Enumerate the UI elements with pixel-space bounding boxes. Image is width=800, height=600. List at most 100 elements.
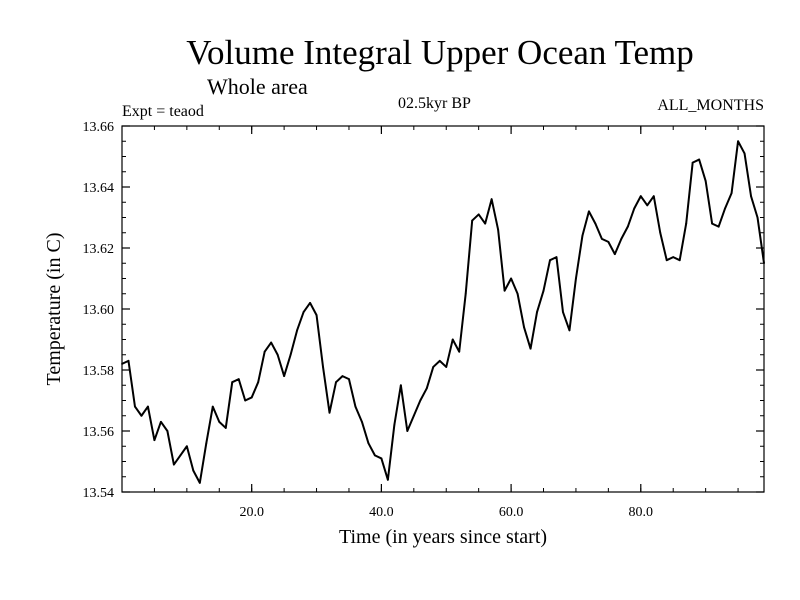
data-point — [386, 478, 389, 481]
data-point — [445, 366, 448, 368]
data-point — [328, 411, 331, 414]
data-point — [477, 213, 480, 216]
data-point — [607, 241, 610, 243]
data-point — [322, 366, 324, 368]
data-point — [562, 311, 564, 313]
data-point — [613, 253, 616, 256]
data-point — [568, 329, 571, 332]
experiment-label: Expt = teaod — [122, 103, 204, 120]
data-point — [121, 363, 123, 365]
y-tick-label: 13.66 — [83, 120, 115, 135]
data-point — [276, 353, 279, 356]
data-point — [464, 292, 467, 295]
data-point — [367, 442, 370, 445]
data-point — [231, 381, 234, 384]
data-point — [237, 378, 240, 381]
data-series-line — [121, 140, 765, 484]
y-axis-label: Temperature (in C) — [43, 233, 65, 386]
data-point — [302, 311, 305, 313]
data-point — [743, 152, 746, 155]
data-point — [315, 314, 318, 316]
data-point — [211, 405, 214, 408]
data-point — [438, 359, 441, 362]
data-point — [399, 384, 402, 387]
data-point — [140, 414, 143, 417]
y-tick-label: 13.64 — [83, 181, 115, 196]
data-point — [659, 231, 662, 234]
y-tick-label: 13.58 — [83, 364, 115, 379]
x-tick-labels: 20.0 40.0 60.0 80.0 — [239, 505, 653, 520]
data-point — [555, 256, 558, 259]
data-point — [600, 237, 603, 240]
data-point — [691, 161, 694, 164]
data-point — [296, 329, 298, 332]
data-point — [717, 225, 720, 228]
data-point — [510, 277, 512, 280]
data-point — [153, 439, 156, 442]
data-point — [626, 225, 629, 228]
data-point — [425, 387, 428, 390]
data-point — [147, 405, 149, 408]
y-tick-label: 13.62 — [83, 242, 115, 257]
data-point — [283, 375, 286, 377]
data-point — [536, 311, 538, 313]
data-point — [393, 424, 396, 426]
data-point — [250, 396, 253, 399]
data-point — [270, 341, 273, 344]
data-point — [224, 427, 227, 429]
data-point — [263, 350, 266, 353]
data-point — [419, 399, 422, 402]
data-point — [205, 442, 208, 445]
data-point — [335, 381, 337, 384]
data-point — [166, 430, 169, 432]
data-point — [127, 359, 130, 362]
data-point — [588, 210, 590, 213]
data-points — [121, 140, 765, 484]
data-point — [218, 420, 221, 423]
data-point — [665, 259, 668, 262]
data-point — [361, 420, 363, 423]
data-point — [484, 222, 487, 225]
data-point — [529, 347, 532, 350]
data-point — [289, 353, 292, 356]
x-tick-label: 20.0 — [239, 505, 264, 520]
data-point — [724, 207, 726, 210]
plot-frame — [121, 125, 765, 493]
data-point — [244, 399, 247, 402]
data-point — [134, 405, 136, 408]
data-point — [698, 158, 701, 161]
data-point — [192, 469, 195, 472]
data-point — [432, 366, 435, 368]
data-point — [704, 180, 707, 182]
data-point — [348, 378, 350, 381]
data-point — [160, 420, 162, 423]
data-point — [497, 228, 500, 231]
data-point — [750, 195, 752, 198]
data-point — [549, 259, 551, 262]
data-point — [646, 204, 649, 207]
data-point — [341, 375, 344, 377]
months-label: ALL_MONTHS — [657, 97, 764, 114]
data-point — [172, 463, 175, 466]
y-tick-label: 13.60 — [83, 303, 115, 318]
data-point — [737, 140, 739, 143]
data-point — [179, 454, 182, 457]
x-tick-label: 60.0 — [499, 505, 524, 520]
data-point — [730, 192, 733, 195]
data-point — [523, 326, 525, 329]
data-point — [672, 256, 675, 259]
y-tick-labels: 13.54 13.56 13.58 13.60 13.62 13.64 13.66 — [83, 120, 115, 501]
data-point — [542, 289, 545, 292]
data-point — [412, 414, 415, 417]
chart-title: Volume Integral Upper Ocean Temp — [186, 33, 693, 72]
period-label: 02.5kyr BP — [398, 95, 471, 112]
y-tick-label: 13.56 — [83, 425, 115, 440]
axis-ticks — [122, 125, 764, 493]
data-point — [471, 219, 474, 222]
chart-subtitle: Whole area — [207, 74, 308, 99]
data-point — [575, 277, 577, 280]
data-point — [503, 289, 506, 292]
data-point — [763, 262, 765, 265]
data-point — [633, 207, 636, 210]
